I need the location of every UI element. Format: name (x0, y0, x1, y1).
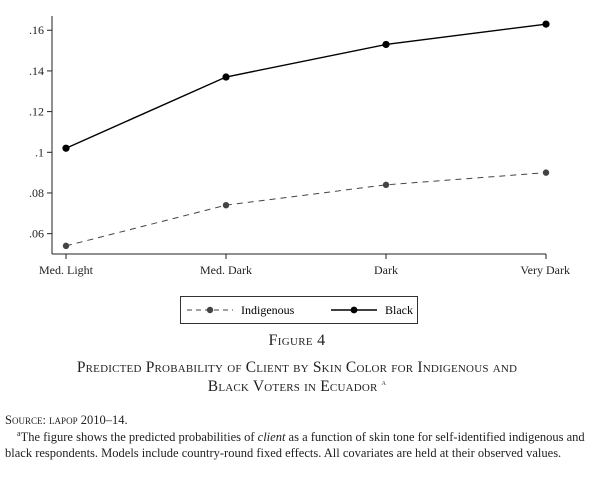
x-tick-label: Med. Dark (200, 263, 252, 277)
series-indigenous (62, 169, 550, 250)
legend-label-black: Black (385, 303, 413, 317)
series-line (65, 23, 547, 149)
x-tick-label: Very Dark (520, 263, 570, 277)
legend-item-black: Black (331, 303, 413, 317)
y-tick-label: .12 (29, 105, 44, 119)
figure-note: aThe figure shows the predicted probabil… (5, 429, 590, 461)
y-tick-label: .08 (29, 186, 44, 200)
source-years: 2010–14. (80, 413, 128, 427)
legend-label-indigenous: Indigenous (241, 303, 295, 317)
x-tick-label: Med. Light (39, 263, 94, 277)
legend-marker-indigenous (206, 306, 214, 314)
series-line (65, 172, 547, 247)
data-point (62, 242, 70, 250)
data-point (542, 20, 550, 28)
note-text-after: as a function of skin tone for self-iden… (5, 430, 585, 460)
y-tick-label: .16 (29, 23, 44, 37)
legend-svg: Indigenous Black (187, 303, 413, 317)
line-chart: .06 .08 .1 .12 .14 .16 Med. Light Med. Dark Dar… (29, 16, 570, 277)
series-black (62, 20, 550, 152)
legend: Indigenous Black (180, 296, 418, 324)
x-axis: Med. Light Med. Dark Dark Very Dark (39, 253, 570, 277)
figure-number: Figure 4 (268, 332, 326, 349)
source-label: Source: (5, 413, 46, 427)
y-tick-label: .06 (29, 227, 44, 241)
series-layer (62, 20, 550, 250)
data-point (382, 181, 390, 189)
figure-title: Predicted Probability of Client by Skin … (0, 358, 594, 396)
y-axis: .06 .08 .1 .12 .14 .16 (29, 16, 53, 254)
source-org: LAPOP (49, 413, 78, 427)
figure-title-mark: a (381, 377, 387, 387)
data-point (222, 73, 230, 81)
figure-title-line1: Predicted Probability of Client by Skin … (76, 359, 518, 376)
y-tick-label: .14 (29, 64, 44, 78)
data-point (222, 201, 230, 209)
x-tick-label: Dark (374, 263, 398, 277)
note-mark: a (17, 428, 21, 438)
y-tick-label: .1 (35, 145, 44, 159)
legend-item-indigenous: Indigenous (187, 303, 295, 317)
source-line: Source: LAPOP 2010–14. (5, 413, 128, 428)
legend-marker-black (350, 306, 358, 314)
data-point (62, 144, 70, 152)
figure-title-line2: Black Voters in Ecuador (207, 378, 378, 395)
note-text-before: The figure shows the predicted probabili… (20, 430, 258, 444)
data-point (542, 169, 550, 176)
data-point (382, 40, 390, 49)
note-italic: client (257, 430, 286, 444)
